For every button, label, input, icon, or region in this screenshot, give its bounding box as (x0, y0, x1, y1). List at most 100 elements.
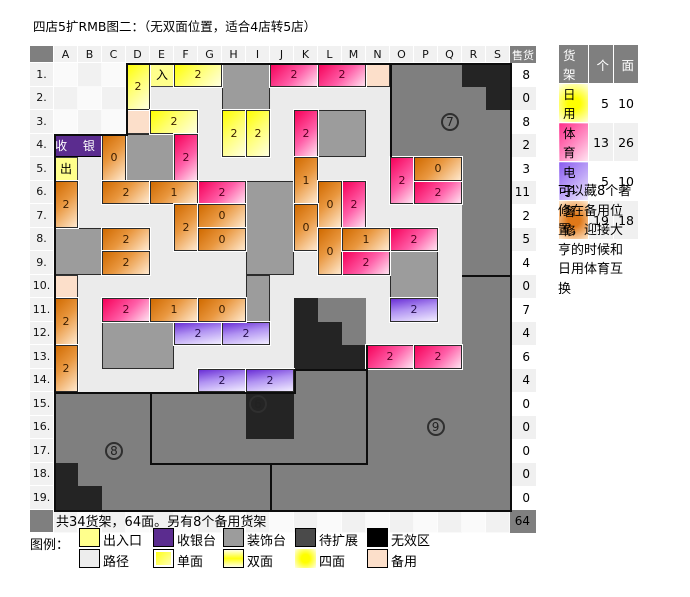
shelf-luxury: 2 (102, 227, 150, 251)
shelf-sports: 2 (198, 180, 246, 204)
region-border-line (54, 133, 56, 512)
sales-value-row-3: 8 (510, 110, 536, 134)
sales-value-row-1: 8 (510, 63, 536, 87)
stats-name-electronics: 电子 (558, 161, 589, 201)
column-header-R: R (462, 46, 486, 63)
legend-label-entrance: 出入口 (103, 534, 143, 549)
legend-label-cashier: 收银台 (177, 534, 217, 549)
stats-row-daily: 日用 5 10 (558, 83, 639, 123)
shelf-electronics: 2 (222, 321, 270, 345)
exit-cell: 出 (54, 157, 78, 181)
row-header-11: 11. (30, 298, 54, 322)
grid-cell (102, 86, 126, 110)
row-header-15: 15. (30, 392, 54, 416)
sales-value-row-13: 6 (510, 345, 536, 369)
sales-value-row-4: 2 (510, 133, 536, 157)
row-header-5: 5. (30, 157, 54, 181)
column-header-I: I (246, 46, 270, 63)
invalid-area-cell (318, 345, 342, 369)
region-border-line (54, 392, 296, 394)
expansion-region (318, 298, 366, 322)
shelf-luxury: 1 (342, 227, 390, 251)
spare-shelf-cell (366, 63, 390, 87)
legend-swatch-cashier (153, 528, 174, 547)
region-border-line (366, 345, 368, 464)
legend-label-single: 单面 (177, 555, 204, 570)
shelf-luxury: 0 (318, 227, 342, 275)
region-border-line (294, 368, 296, 394)
expansion-region (366, 368, 510, 510)
legend-label-spare: 备用 (391, 555, 418, 570)
legend-swatch-single (153, 549, 174, 568)
legend-label-decoration: 装饰台 (247, 534, 287, 549)
legend-label-quad: 四面 (319, 555, 346, 570)
invalid-area-cell (294, 345, 318, 369)
page-title: 四店5扩RMB图二：（无双面位置，适合4店转5店） (33, 19, 317, 34)
stats-name-sports: 体育 (558, 122, 589, 162)
stats-count-daily: 5 (588, 83, 614, 123)
row-header-19: 19. (30, 486, 54, 510)
sales-value-row-7: 2 (510, 204, 536, 228)
sales-value-row-2: 0 (510, 86, 536, 110)
expansion-region (294, 368, 366, 392)
expansion-region (462, 274, 510, 369)
grid-cell (198, 509, 222, 533)
spare-shelf-cell (126, 110, 150, 134)
grid-cell (102, 110, 126, 134)
column-header-J: J (270, 46, 294, 63)
shelf-sports: 2 (294, 110, 318, 157)
entrance-cell: 入 (150, 63, 174, 87)
shelf-daily: 2 (174, 63, 222, 87)
shelf-luxury: 1 (150, 180, 198, 204)
row-header-8: 8. (30, 227, 54, 251)
region-number-6: 6 (249, 394, 267, 413)
shelf-luxury: 2 (54, 298, 78, 345)
region-border-line (54, 509, 512, 512)
region-number-8: 8 (105, 441, 123, 460)
grid-cell (246, 509, 270, 533)
column-header-A: A (54, 46, 78, 63)
invalid-area-cell (78, 486, 102, 510)
invalid-area-cell (270, 415, 294, 439)
shelf-sports: 2 (390, 227, 438, 251)
shelf-electronics: 2 (246, 368, 294, 392)
sales-value-row-5: 3 (510, 157, 536, 181)
shelf-sports: 2 (342, 251, 390, 275)
region-border-line (54, 133, 128, 136)
row-header-13: 13. (30, 345, 54, 369)
stats-row-sports: 体育 13 26 (558, 122, 639, 162)
sales-value-row-8: 5 (510, 227, 536, 251)
row-header-18: 18. (30, 462, 54, 486)
legend-swatch-expand (295, 528, 316, 547)
column-header-M: M (342, 46, 366, 63)
column-header-H: H (222, 46, 246, 63)
column-header-P: P (414, 46, 438, 63)
legend-label-double: 双面 (247, 555, 274, 570)
grid-cell (102, 509, 126, 533)
legend-swatch-double (223, 549, 244, 568)
sales-value-row-12: 4 (510, 321, 536, 345)
grid-cell (54, 63, 78, 87)
row-header-14: 14. (30, 368, 54, 392)
region-border-line (150, 392, 152, 464)
shelf-sports: 2 (414, 180, 462, 204)
sales-total-value: 64 (510, 509, 536, 533)
sales-column-header: 售货 (510, 46, 536, 63)
column-header-L: L (318, 46, 342, 63)
region-border-line (510, 63, 512, 511)
legend-swatch-decoration (223, 528, 244, 547)
decoration-block (390, 251, 438, 298)
stats-row-luxury: 奢修 19 18 (558, 200, 639, 240)
row-header-10: 10. (30, 274, 54, 298)
legend-label-expand: 待扩展 (319, 534, 359, 549)
shelf-sports: 2 (414, 345, 462, 369)
region-border-line (126, 63, 512, 65)
decoration-block (102, 321, 174, 369)
shelf-electronics: 2 (390, 298, 438, 322)
expansion-region (270, 462, 366, 510)
invalid-area-cell (270, 392, 294, 416)
shelf-luxury: 1 (150, 298, 198, 322)
invalid-area-cell (486, 63, 510, 87)
legend-title: 图例： (30, 538, 70, 553)
decoration-block (246, 180, 294, 275)
